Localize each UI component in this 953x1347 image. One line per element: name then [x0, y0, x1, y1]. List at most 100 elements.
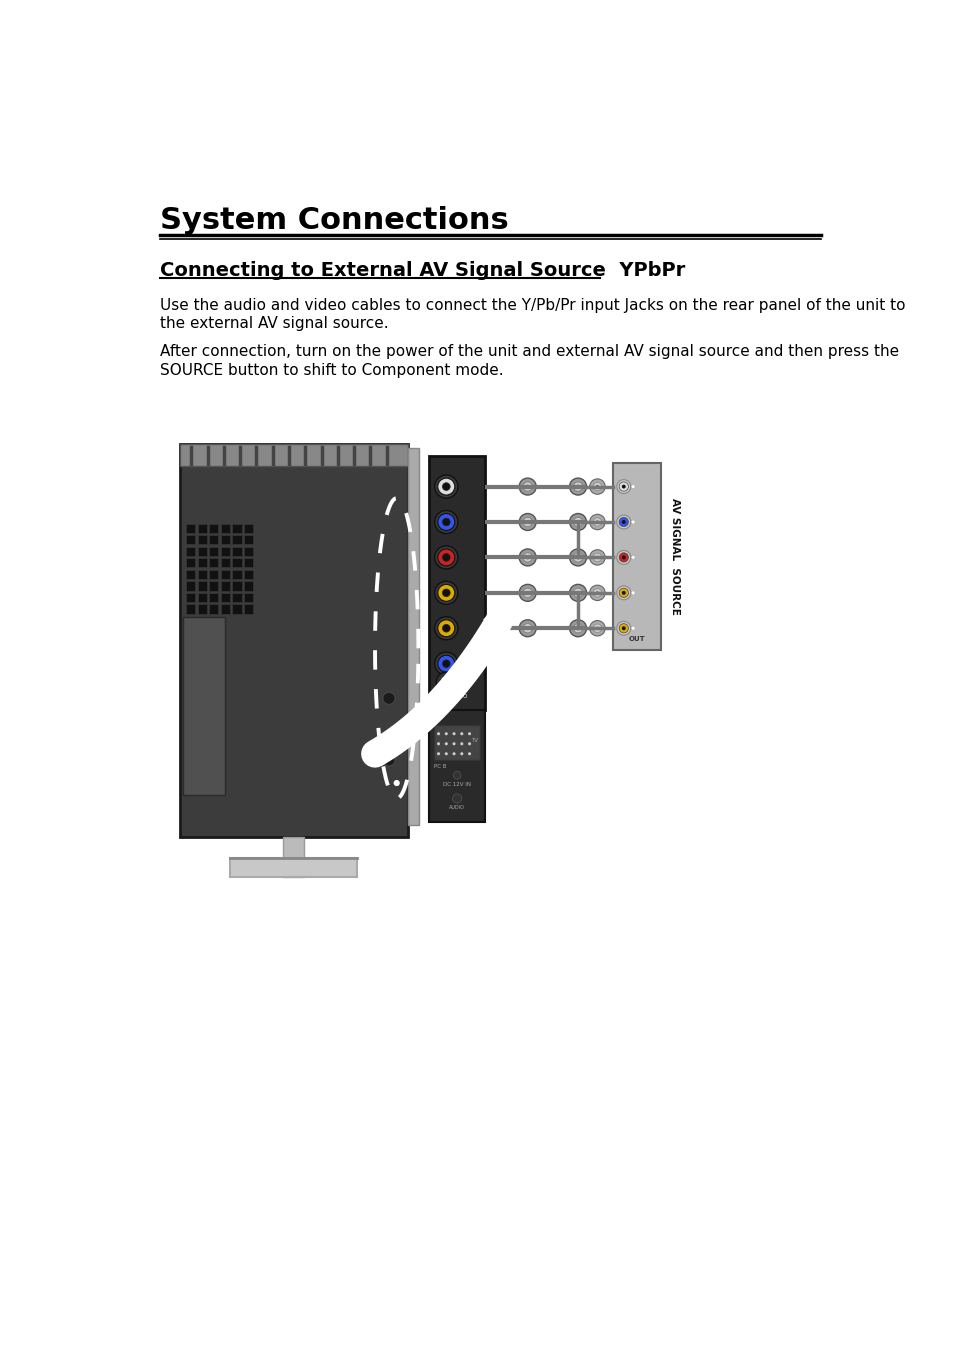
- Bar: [183, 617, 225, 795]
- Circle shape: [631, 556, 634, 559]
- Circle shape: [441, 678, 444, 680]
- Circle shape: [589, 585, 604, 601]
- Bar: [186, 558, 195, 567]
- Circle shape: [522, 482, 532, 492]
- Circle shape: [436, 752, 439, 756]
- Polygon shape: [483, 606, 507, 633]
- Circle shape: [617, 586, 630, 599]
- Bar: [244, 524, 253, 533]
- Circle shape: [569, 620, 586, 637]
- Text: Connecting to External AV Signal Source  YPbPr: Connecting to External AV Signal Source …: [159, 261, 684, 280]
- Circle shape: [436, 672, 456, 692]
- Bar: [186, 570, 195, 579]
- Circle shape: [593, 517, 601, 527]
- Text: Use the audio and video cables to connect the Y/Pb/Pr input Jacks on the rear pa: Use the audio and video cables to connec…: [159, 298, 904, 313]
- Bar: [230, 858, 356, 877]
- Circle shape: [618, 517, 628, 527]
- Circle shape: [453, 772, 460, 779]
- Bar: [186, 593, 195, 602]
- Circle shape: [596, 626, 598, 630]
- Bar: [244, 605, 253, 614]
- Bar: [209, 558, 218, 567]
- Circle shape: [452, 733, 456, 735]
- Circle shape: [442, 519, 450, 525]
- Circle shape: [593, 482, 601, 490]
- Bar: [209, 593, 218, 602]
- Bar: [197, 582, 207, 590]
- Circle shape: [451, 734, 463, 746]
- Circle shape: [569, 585, 586, 601]
- Bar: [220, 605, 230, 614]
- Circle shape: [596, 591, 598, 594]
- Circle shape: [442, 589, 450, 597]
- Circle shape: [435, 652, 457, 675]
- Circle shape: [448, 678, 451, 680]
- Bar: [209, 582, 218, 590]
- Bar: [233, 524, 241, 533]
- Bar: [209, 570, 218, 579]
- Circle shape: [618, 589, 628, 598]
- Bar: [429, 710, 484, 822]
- Circle shape: [442, 660, 450, 668]
- Circle shape: [593, 554, 601, 562]
- Bar: [429, 455, 484, 710]
- Bar: [244, 547, 253, 556]
- Circle shape: [444, 742, 447, 745]
- Bar: [244, 582, 253, 590]
- Circle shape: [631, 626, 634, 630]
- Circle shape: [576, 520, 579, 524]
- Circle shape: [452, 742, 456, 745]
- Bar: [233, 547, 241, 556]
- Circle shape: [569, 550, 586, 566]
- Circle shape: [437, 620, 455, 637]
- Circle shape: [573, 624, 582, 633]
- Circle shape: [573, 482, 582, 492]
- Bar: [233, 535, 241, 544]
- Bar: [186, 535, 195, 544]
- Bar: [220, 582, 230, 590]
- Text: SOURCE button to shift to Component mode.: SOURCE button to shift to Component mode…: [159, 362, 502, 377]
- Circle shape: [452, 752, 456, 756]
- Circle shape: [442, 625, 450, 632]
- Circle shape: [436, 742, 439, 745]
- Text: TV: TV: [471, 738, 477, 744]
- Bar: [186, 547, 195, 556]
- Circle shape: [442, 554, 450, 562]
- Text: AUDIO: AUDIO: [449, 806, 465, 810]
- Circle shape: [382, 754, 395, 766]
- Circle shape: [631, 485, 634, 488]
- Circle shape: [618, 482, 628, 492]
- Circle shape: [435, 582, 457, 605]
- Circle shape: [589, 515, 604, 529]
- Circle shape: [452, 793, 461, 803]
- Circle shape: [621, 485, 625, 489]
- Bar: [197, 558, 207, 567]
- Bar: [197, 570, 207, 579]
- Bar: [408, 449, 418, 826]
- Bar: [233, 570, 241, 579]
- Bar: [233, 582, 241, 590]
- Bar: [197, 535, 207, 544]
- Circle shape: [576, 485, 579, 489]
- Circle shape: [573, 589, 582, 598]
- Circle shape: [522, 589, 532, 598]
- Bar: [244, 570, 253, 579]
- Circle shape: [589, 621, 604, 636]
- Circle shape: [596, 520, 598, 524]
- Circle shape: [631, 591, 634, 594]
- Circle shape: [437, 585, 455, 601]
- Circle shape: [569, 478, 586, 496]
- Circle shape: [617, 551, 630, 564]
- Text: After connection, turn on the power of the unit and external AV signal source an: After connection, turn on the power of t…: [159, 343, 898, 360]
- Circle shape: [518, 550, 536, 566]
- Text: DC 12V IN: DC 12V IN: [443, 783, 471, 787]
- Bar: [197, 593, 207, 602]
- Circle shape: [437, 478, 455, 496]
- Bar: [233, 593, 241, 602]
- Circle shape: [459, 752, 463, 756]
- Circle shape: [437, 550, 455, 566]
- Bar: [179, 445, 408, 836]
- Bar: [220, 593, 230, 602]
- Bar: [209, 605, 218, 614]
- Circle shape: [618, 624, 628, 633]
